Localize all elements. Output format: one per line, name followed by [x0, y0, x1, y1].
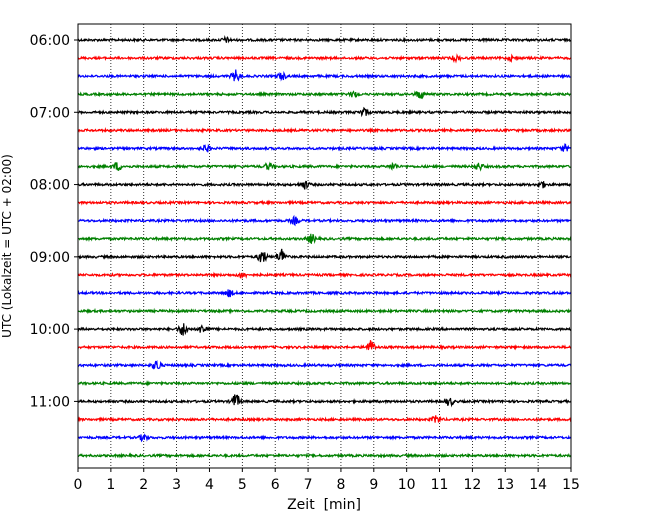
seismogram-trace	[77, 34, 572, 44]
seismogram-trace	[77, 143, 572, 153]
seismogram-trace	[77, 199, 572, 206]
y-tick-label: 10:00	[30, 322, 70, 338]
y-tick-label: 07:00	[30, 105, 70, 121]
x-tick-label: 15	[562, 477, 580, 493]
seismogram-trace	[77, 394, 572, 408]
x-tick-label: 5	[238, 477, 247, 493]
seismogram-trace	[77, 126, 572, 134]
seismogram-trace	[77, 233, 572, 244]
y-axis-ticks: 06:00 07:00 08:00 09:00 10:00 11:00	[30, 33, 78, 410]
x-tick-label: 12	[463, 477, 481, 493]
seismogram-trace	[77, 248, 572, 263]
seismogram-trace	[77, 359, 572, 370]
seismogram-trace	[77, 379, 572, 387]
x-tick-label: 9	[369, 477, 378, 493]
x-tick-label: 2	[139, 477, 148, 493]
grid-lines	[110, 24, 539, 468]
x-tick-label: 1	[106, 477, 115, 493]
seismogram-trace	[77, 180, 572, 190]
seismogram-trace	[77, 307, 572, 315]
x-tick-label: 4	[205, 477, 214, 493]
seismogram-trace	[77, 53, 572, 64]
seismogram-trace	[77, 271, 572, 280]
seismogram-trace	[77, 340, 572, 351]
seismogram-trace	[77, 106, 572, 118]
seismogram-trace	[77, 452, 572, 459]
seismogram-trace	[77, 415, 572, 424]
seismogram-trace	[77, 69, 572, 82]
seismogram-trace	[77, 433, 572, 443]
x-tick-label: 6	[271, 477, 280, 493]
x-tick-label: 11	[431, 477, 449, 493]
x-tick-label: 3	[172, 477, 181, 493]
x-tick-label: 7	[304, 477, 313, 493]
x-tick-label: 8	[336, 477, 345, 493]
x-axis-label: Zeit [min]	[287, 497, 361, 513]
y-tick-label: 08:00	[30, 178, 70, 194]
plot-frame	[77, 23, 572, 469]
seismogram-trace	[77, 214, 572, 227]
y-tick-label: 11:00	[30, 394, 70, 410]
seismogram-trace	[77, 323, 572, 336]
y-tick-label: 06:00	[30, 33, 70, 49]
x-tick-label: 0	[74, 477, 83, 493]
x-tick-label: 10	[398, 477, 416, 493]
seismogram-trace	[77, 289, 572, 298]
x-tick-label: 13	[496, 477, 514, 493]
seismogram-traces	[77, 34, 572, 459]
x-axis-ticks: 0 1 2 3 4 5 6 7 8 9 10 11 12 13 14 15	[74, 468, 580, 493]
seismogram-trace	[77, 161, 572, 172]
y-axis-label: UTC (Lokalzeit = UTC + 02:00)	[0, 154, 14, 338]
seismogram-trace	[77, 90, 572, 100]
y-tick-label: 09:00	[30, 250, 70, 266]
x-tick-label: 14	[529, 477, 547, 493]
